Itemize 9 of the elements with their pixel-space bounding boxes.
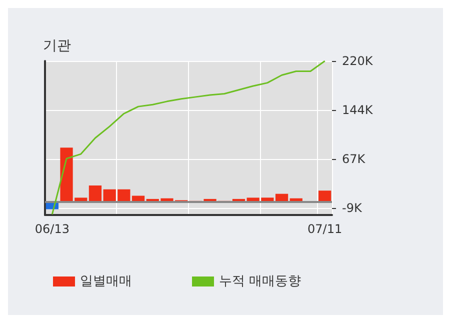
legend-label: 누적 매매동향 bbox=[219, 274, 302, 289]
y-tick-label: 144K bbox=[342, 102, 374, 117]
y-tick-label: 220K bbox=[342, 54, 374, 68]
y-tick-label: 67K bbox=[342, 152, 366, 166]
y-tick-label: -9K bbox=[342, 200, 363, 215]
chart-title: 기관 bbox=[43, 38, 71, 54]
x-tick-label: 07/11 bbox=[308, 222, 342, 236]
legend-label: 일별매매 bbox=[80, 274, 132, 289]
x-tick-label: 06/13 bbox=[34, 222, 70, 236]
